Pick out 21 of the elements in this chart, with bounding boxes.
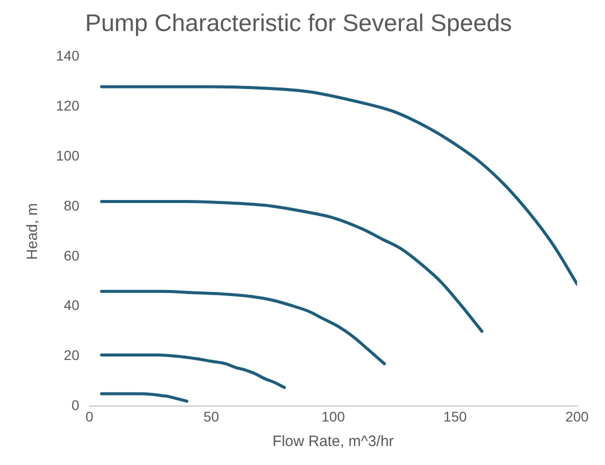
line-series [100,354,286,389]
line-series [100,200,484,333]
x-tick-label: 0 [85,408,94,424]
y-tick-label: 120 [56,98,80,114]
x-tick-label: 100 [322,408,346,424]
x-axis-title: Flow Rate, m^3/hr [272,433,394,450]
y-tick-label: 20 [64,347,80,364]
chart-title: Pump Characteristic for Several Speeds [85,10,512,38]
y-tick-label: 40 [64,297,80,314]
line-series [100,290,386,366]
x-tick-label: 150 [443,408,467,424]
x-tick-label: 200 [565,408,589,424]
y-tick-label: 140 [56,48,80,64]
y-tick-label: 60 [64,247,80,264]
y-tick-label: 0 [72,397,80,414]
y-tick-label: 80 [64,197,80,214]
line-series [100,392,188,403]
y-axis-title: Head, m [24,203,42,260]
x-tick-label: 50 [203,408,220,424]
y-tick-label: 100 [56,147,80,164]
line-series [100,85,577,286]
